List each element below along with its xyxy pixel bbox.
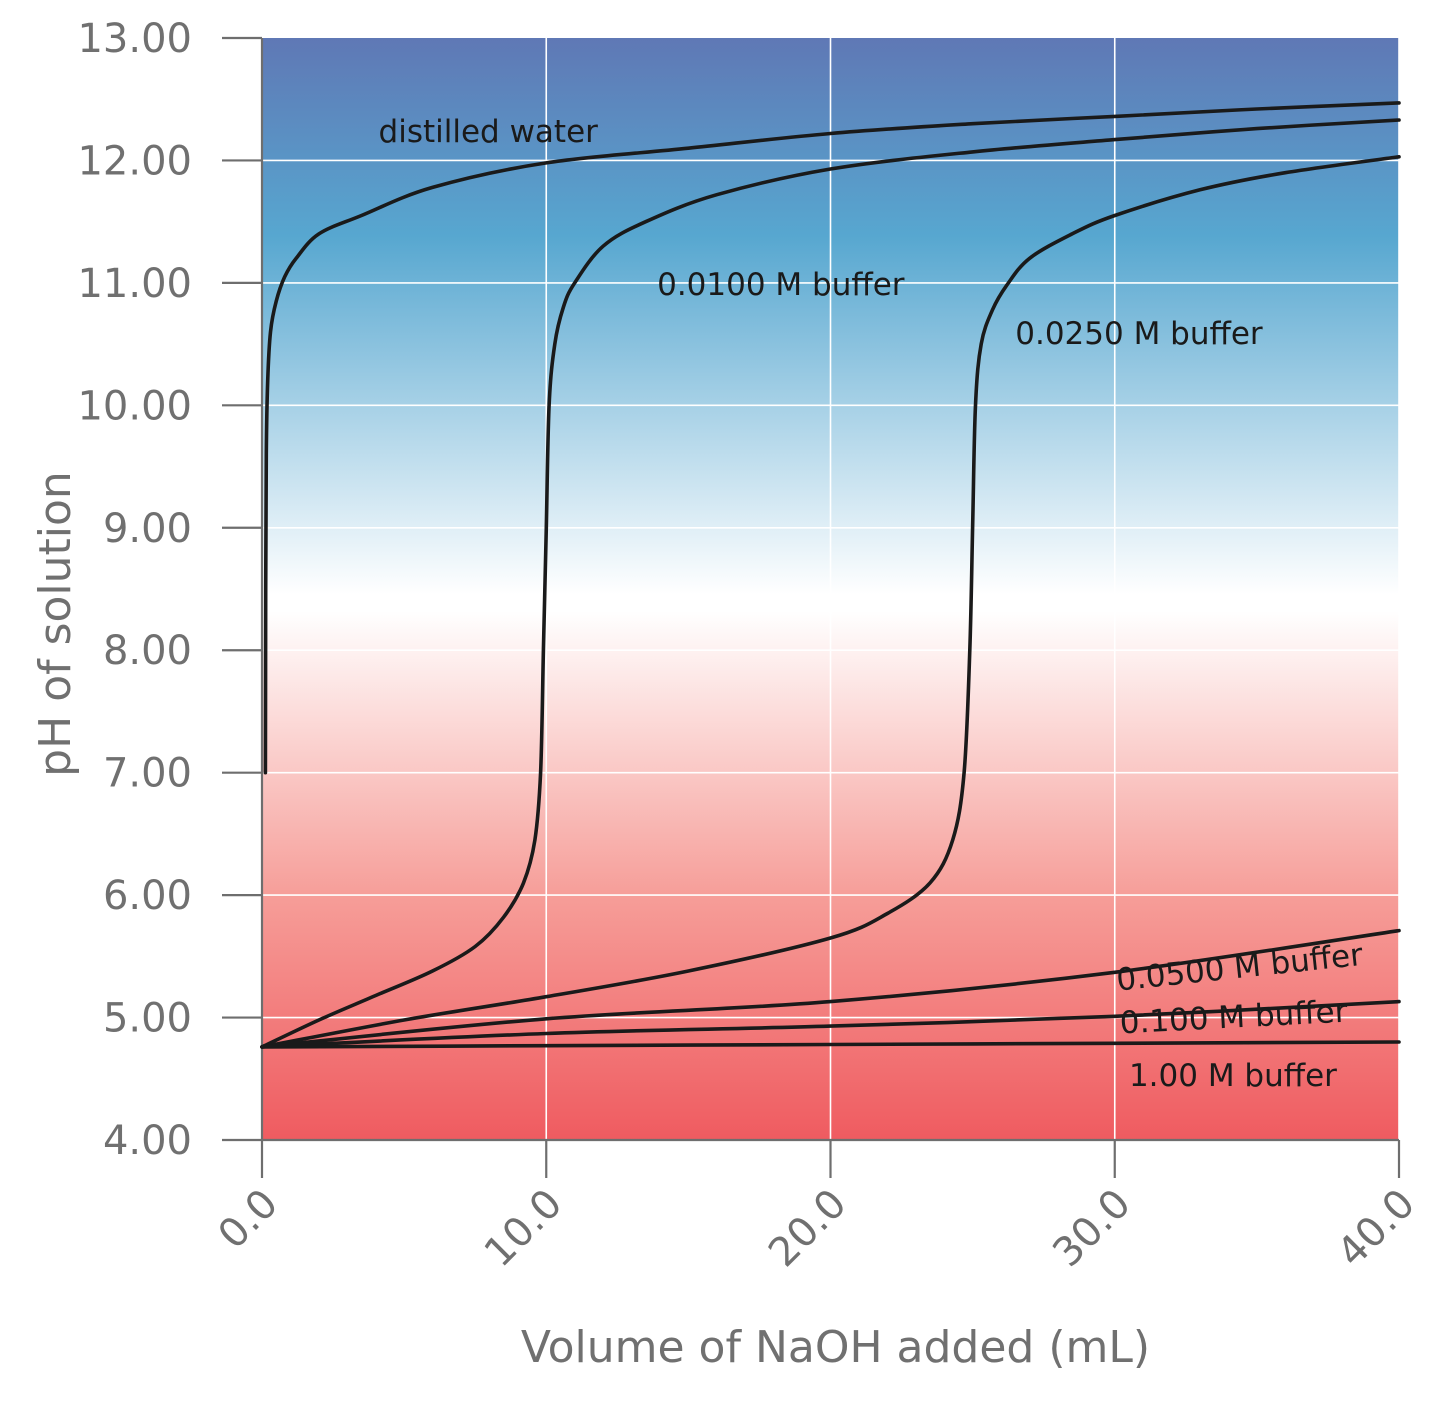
y-tick-label: 9.00 [103, 506, 192, 552]
series-label: 0.0250 M buffer [1015, 316, 1263, 352]
x-tick-label: 0.0 [210, 1181, 288, 1259]
grid [262, 38, 1400, 1140]
series [260, 101, 1401, 1049]
y-tick-label: 8.00 [103, 628, 192, 674]
y-tick-label: 12.00 [77, 138, 192, 184]
series-line-0-0250-m-buffer [260, 155, 1401, 1049]
y-tick-label: 5.00 [103, 996, 192, 1042]
x-tick-label: 30.0 [1044, 1181, 1140, 1277]
series-line-0-100-m-buffer [260, 999, 1401, 1049]
y-tick-label: 6.00 [103, 873, 192, 919]
y-tick-label: 4.00 [103, 1118, 192, 1164]
x-axis-title: Volume of NaOH added (mL) [521, 1322, 1150, 1373]
x-tick-label: 20.0 [760, 1181, 856, 1277]
y-tick-label: 10.00 [77, 383, 192, 429]
y-tick-label: 11.00 [77, 261, 192, 307]
y-tick-label: 13.00 [77, 16, 192, 62]
series-label: distilled water [379, 114, 599, 150]
series-line-distilled-water [263, 101, 1401, 775]
series-label: 0.0100 M buffer [657, 267, 905, 303]
x-tick-label: 40.0 [1329, 1181, 1425, 1277]
y-axis-title: pH of solution [30, 471, 81, 777]
series-line-0-0100-m-buffer [260, 118, 1401, 1049]
series-line-1-00-m-buffer [260, 1040, 1401, 1049]
series-line-0-0500-m-buffer [260, 928, 1401, 1049]
y-tick-label: 7.00 [103, 751, 192, 797]
series-label: 1.00 M buffer [1129, 1058, 1337, 1094]
x-tick-label: 10.0 [476, 1181, 572, 1277]
